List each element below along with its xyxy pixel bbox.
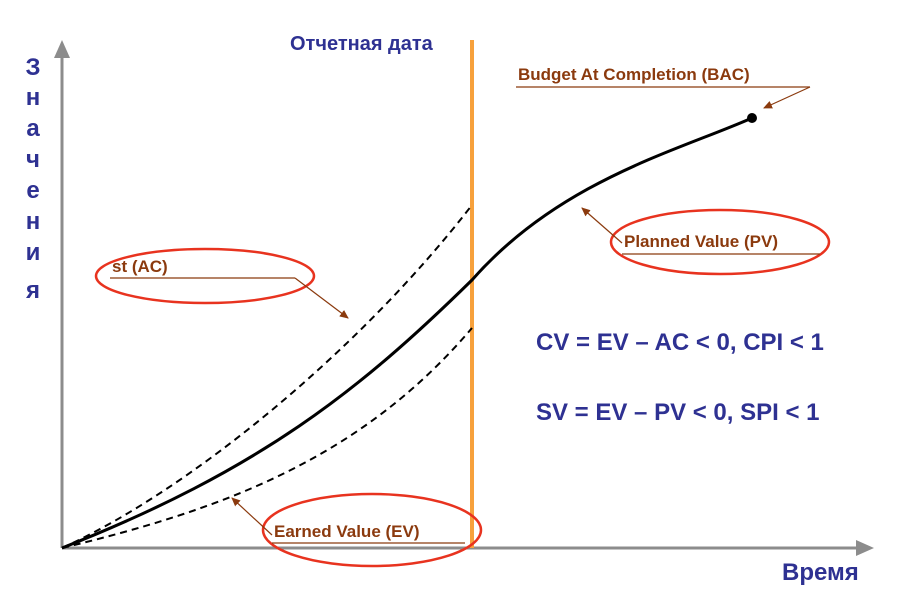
ac-label: st (AC) (112, 257, 168, 276)
y-axis-letter: ч (26, 146, 40, 173)
y-axis-letter: я (25, 277, 40, 304)
y-axis-letter: е (26, 177, 39, 204)
bac-label: Budget At Completion (BAC) (518, 65, 750, 84)
y-axis-title: З н а ч е н и я (25, 54, 41, 304)
ac-ellipse (94, 247, 316, 305)
ev-annotation: Earned Value (EV) (231, 492, 483, 568)
ev-curve (61, 327, 473, 549)
report-date-label: Отчетная дата (290, 33, 434, 55)
y-axis-letter: н (26, 208, 41, 235)
y-axis-letter: а (26, 115, 40, 142)
bac-point (747, 113, 757, 123)
ev-ellipse (261, 492, 483, 568)
schedule-variance-formula: SV = EV – PV < 0, SPI < 1 (536, 399, 820, 426)
cost-variance-formula: CV = EV – AC < 0, CPI < 1 (536, 329, 824, 356)
axes (54, 40, 874, 556)
ac-pointer-arrow (294, 277, 349, 319)
x-axis-title: Время (782, 559, 859, 586)
ac-annotation: st (AC) (94, 247, 349, 319)
pv-label: Planned Value (PV) (624, 232, 778, 251)
bac-annotation: Budget At Completion (BAC) (516, 65, 811, 109)
y-axis-letter: и (26, 239, 41, 266)
pv-ellipse (609, 208, 831, 276)
ev-pointer-arrow (231, 497, 273, 536)
pv-annotation: Planned Value (PV) (581, 207, 831, 276)
y-axis-arrowhead (54, 40, 70, 58)
ac-curve (61, 204, 473, 549)
x-axis-arrowhead (856, 540, 874, 556)
pv-pointer-arrow (581, 207, 623, 244)
ev-label: Earned Value (EV) (274, 522, 420, 541)
y-axis-letter: н (26, 84, 41, 111)
y-axis-letter: З (25, 54, 40, 81)
pv-curve (61, 116, 753, 550)
bac-pointer-arrow (763, 86, 811, 109)
